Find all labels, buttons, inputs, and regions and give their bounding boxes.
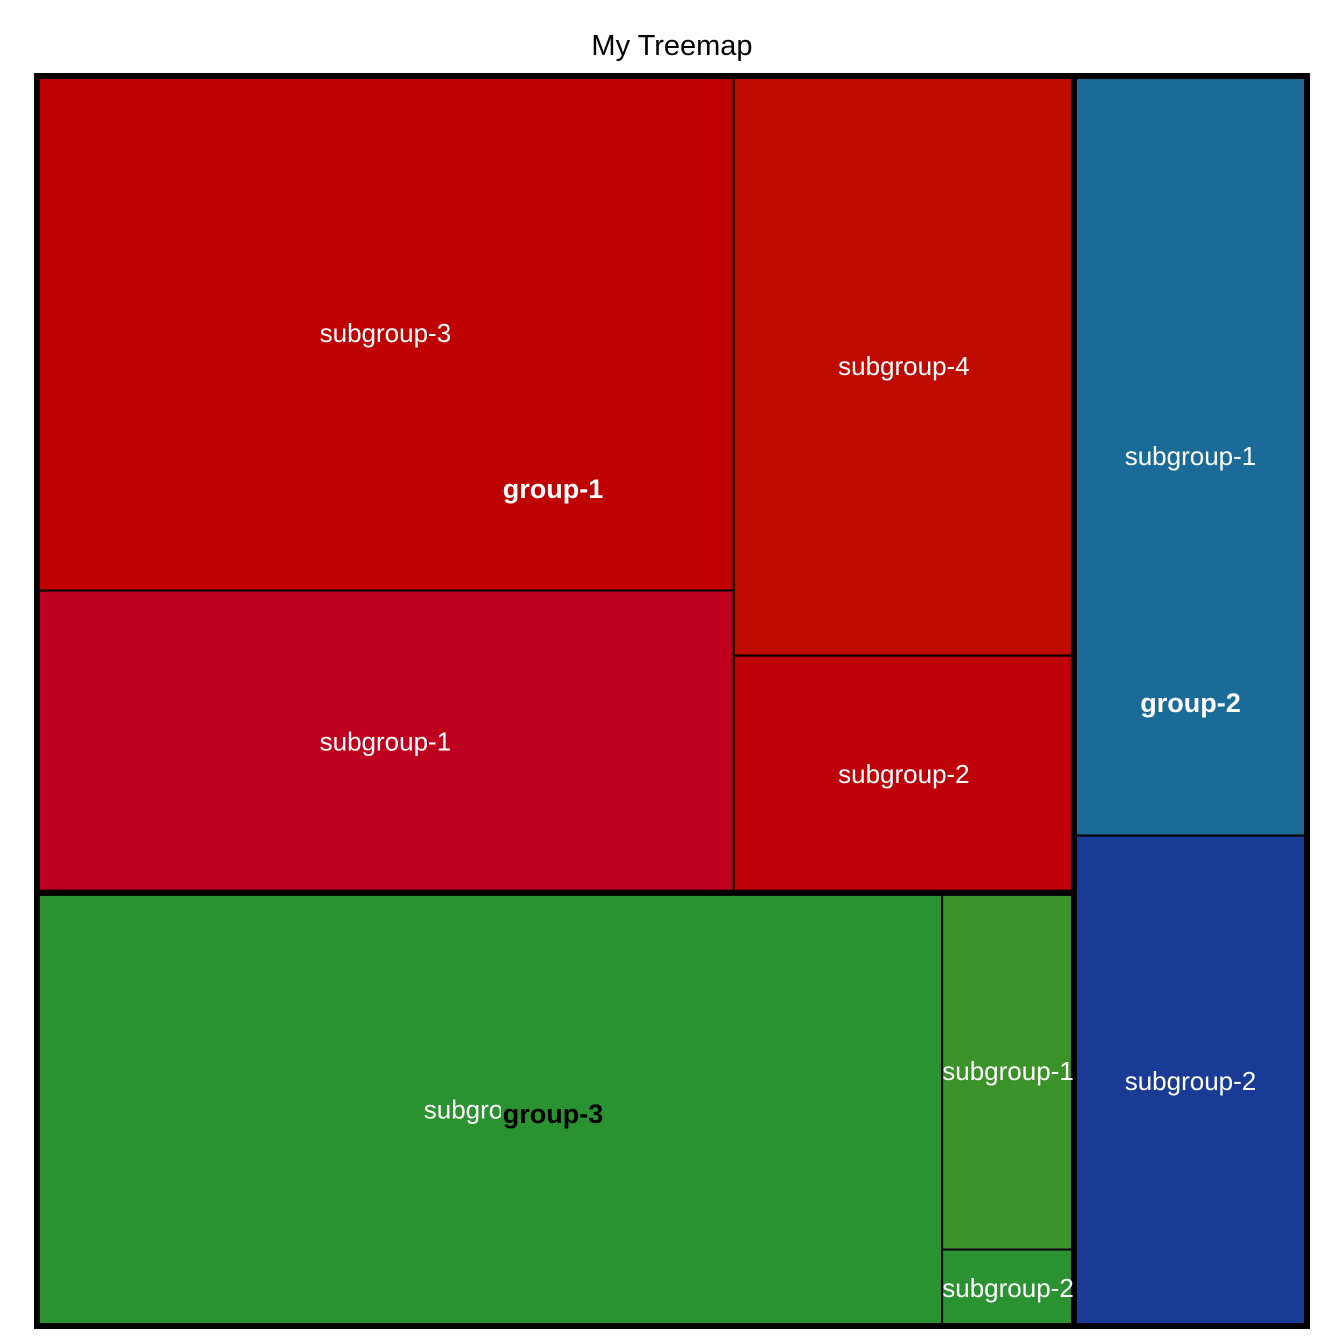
group-label: group-3 bbox=[503, 1099, 604, 1129]
group-label: group-1 bbox=[503, 474, 604, 504]
subgroup-label: subgroup-4 bbox=[838, 351, 970, 381]
subgroup-label: subgroup-2 bbox=[942, 1273, 1074, 1303]
subgroup-label: subgroup-2 bbox=[838, 759, 970, 789]
subgroup-label: subgroup-1 bbox=[1125, 441, 1257, 471]
subgroup-label: subgroup-2 bbox=[1125, 1066, 1257, 1096]
group-label: group-2 bbox=[1140, 688, 1241, 718]
subgroup-label: subgroup-1 bbox=[320, 727, 452, 757]
subgroup-cells bbox=[37, 76, 1307, 1326]
subgroup-label: subgroup-3 bbox=[320, 318, 452, 348]
subgroup-label: subgroup-1 bbox=[942, 1056, 1074, 1086]
